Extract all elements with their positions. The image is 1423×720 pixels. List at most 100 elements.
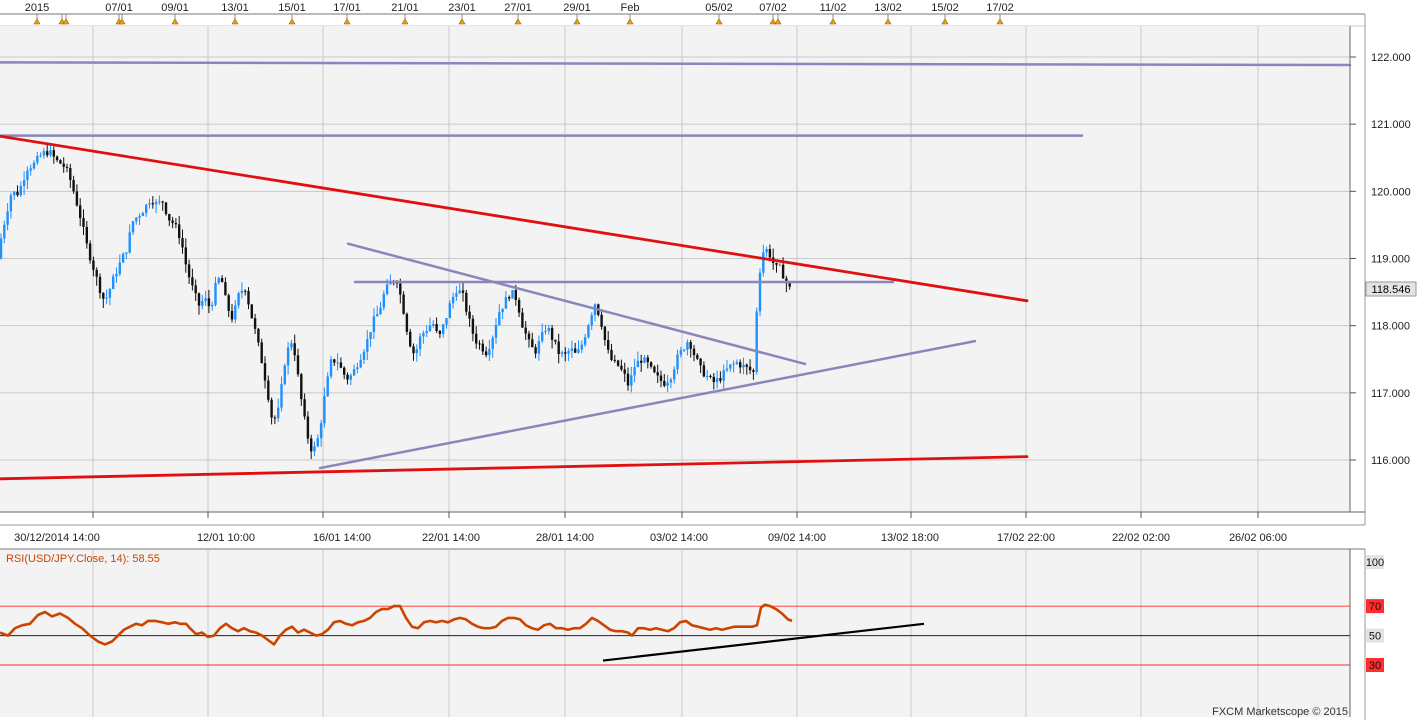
candle-body bbox=[481, 343, 484, 352]
candle-body bbox=[567, 351, 570, 354]
candle-body bbox=[534, 347, 537, 354]
candle-body bbox=[39, 155, 42, 157]
candle-body bbox=[682, 349, 686, 351]
candle-body bbox=[92, 260, 95, 270]
candle-body bbox=[527, 333, 531, 340]
candle-body bbox=[722, 370, 725, 381]
candle-body bbox=[465, 292, 468, 312]
candle-body bbox=[154, 202, 158, 205]
event-axis-label: 09/01 bbox=[161, 2, 189, 14]
time-tick-label: 22/01 14:00 bbox=[422, 532, 480, 544]
candle-body bbox=[577, 349, 580, 353]
event-marker-icon bbox=[884, 18, 892, 25]
price-panel[interactable] bbox=[0, 14, 1366, 525]
candle-body bbox=[214, 282, 217, 305]
candle-body bbox=[663, 380, 666, 386]
event-marker-icon bbox=[33, 18, 41, 25]
candle-body bbox=[742, 364, 745, 368]
candle-body bbox=[765, 249, 768, 253]
candle-body bbox=[428, 325, 432, 331]
time-tick-label: 12/01 10:00 bbox=[197, 532, 255, 544]
candle-body bbox=[445, 318, 448, 325]
candle-body bbox=[574, 348, 577, 353]
candle-body bbox=[715, 378, 719, 383]
candle-body bbox=[442, 324, 445, 334]
event-marker-icon bbox=[829, 18, 837, 25]
candle-body bbox=[349, 375, 352, 380]
event-marker-icon bbox=[231, 18, 239, 25]
candle-body bbox=[653, 366, 656, 373]
candle-body bbox=[6, 211, 9, 225]
candle-body bbox=[112, 276, 115, 289]
candle-body bbox=[115, 274, 118, 277]
candle-body bbox=[640, 360, 643, 363]
candle-body bbox=[95, 269, 98, 277]
candle-body bbox=[65, 166, 69, 169]
candle-body bbox=[158, 201, 161, 203]
time-axis: 30/12/2014 14:00 12/01 10:00 16/01 14:00 22… bbox=[0, 512, 1365, 547]
candle-body bbox=[98, 276, 102, 293]
rsi-tick-label: 100 bbox=[1366, 557, 1384, 569]
candle-body bbox=[273, 417, 277, 419]
candle-body bbox=[220, 278, 224, 283]
event-marker-icon bbox=[458, 18, 466, 25]
candle-body bbox=[164, 202, 168, 215]
event-marker-icon bbox=[171, 18, 179, 25]
candle-body bbox=[422, 333, 425, 337]
candle-body bbox=[415, 349, 418, 354]
candle-body bbox=[207, 298, 211, 307]
time-tick-label: 03/02 14:00 bbox=[650, 532, 708, 544]
candle-body bbox=[204, 298, 207, 302]
candle-body bbox=[620, 365, 623, 370]
event-axis-label: 15/02 bbox=[931, 2, 959, 14]
event-axis-label: 05/02 bbox=[705, 2, 733, 14]
rsi-tick-label: 70 bbox=[1369, 601, 1381, 613]
event-marker-icon bbox=[573, 18, 581, 25]
candle-body bbox=[616, 360, 620, 366]
time-tick-label: 17/02 22:00 bbox=[997, 532, 1055, 544]
event-axis-label: 07/01 bbox=[105, 2, 133, 14]
candle-body bbox=[484, 351, 488, 356]
rsi-indicator-title: RSI(USD/JPY.Close, 14): 58.55 bbox=[6, 553, 160, 565]
event-marker-icon bbox=[715, 18, 723, 25]
candle-body bbox=[13, 191, 16, 196]
time-tick-label: 16/01 14:00 bbox=[313, 532, 371, 544]
candle-body bbox=[564, 352, 567, 354]
candle-body bbox=[293, 343, 296, 356]
candle-body bbox=[448, 303, 451, 319]
candle-body bbox=[649, 362, 653, 367]
candle-body bbox=[732, 363, 735, 365]
candle-body bbox=[211, 304, 214, 307]
time-tick-label: 26/02 06:00 bbox=[1229, 532, 1287, 544]
candle-body bbox=[145, 204, 148, 214]
candle-body bbox=[372, 316, 376, 333]
candle-body bbox=[455, 293, 458, 297]
candle-body bbox=[333, 359, 336, 363]
price-tick-label: 119.000 bbox=[1371, 254, 1410, 266]
event-marker-icon bbox=[626, 18, 634, 25]
rsi-panel[interactable]: RSI(USD/JPY.Close, 14): 58.55 FXCM Marke… bbox=[0, 548, 1384, 720]
candle-body bbox=[326, 376, 329, 397]
candle-body bbox=[432, 324, 435, 326]
candle-body bbox=[128, 232, 131, 253]
candle-body bbox=[412, 346, 415, 354]
time-tick-label: 22/02 02:00 bbox=[1112, 532, 1170, 544]
candle-body bbox=[550, 327, 554, 340]
candle-body bbox=[303, 399, 306, 417]
rsi-tick-box bbox=[1366, 555, 1384, 569]
candle-body bbox=[458, 290, 461, 294]
candle-body bbox=[280, 384, 283, 408]
rsi-tick-label: 30 bbox=[1369, 660, 1381, 672]
candle-body bbox=[286, 347, 290, 366]
candle-body bbox=[32, 162, 36, 169]
candle-body bbox=[88, 243, 92, 261]
time-tick-label: 13/02 18:00 bbox=[881, 532, 939, 544]
candle-body bbox=[514, 290, 517, 300]
event-marker-icon bbox=[118, 18, 126, 25]
candle-body bbox=[16, 191, 19, 196]
candle-body bbox=[260, 342, 263, 364]
red-channel-upper-line bbox=[0, 134, 1029, 303]
candle-body bbox=[702, 365, 706, 377]
candle-body bbox=[461, 290, 465, 293]
candle-body bbox=[656, 372, 659, 376]
